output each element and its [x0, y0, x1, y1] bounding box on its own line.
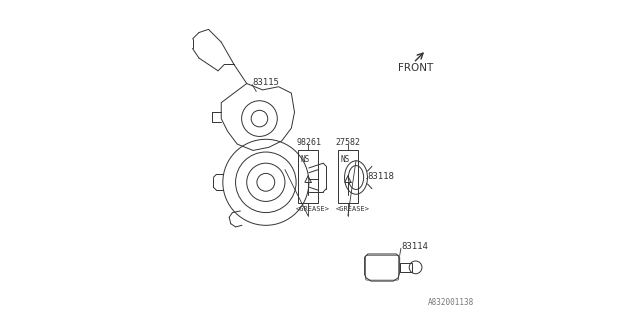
Text: NS: NS	[301, 155, 310, 164]
Text: FRONT: FRONT	[398, 63, 433, 73]
Text: 83118: 83118	[367, 172, 394, 181]
Text: 83115: 83115	[252, 78, 279, 87]
Text: 27582: 27582	[336, 138, 361, 147]
Bar	[298, 150, 319, 203]
Text: <GREASE>: <GREASE>	[296, 206, 330, 212]
Text: <GREASE>: <GREASE>	[336, 206, 370, 212]
Text: NS: NS	[340, 155, 350, 164]
Text: 83114: 83114	[401, 242, 428, 251]
Text: A832001138: A832001138	[428, 298, 475, 307]
Bar	[337, 150, 358, 203]
Bar	[399, 263, 412, 272]
Text: 98261: 98261	[296, 138, 321, 147]
